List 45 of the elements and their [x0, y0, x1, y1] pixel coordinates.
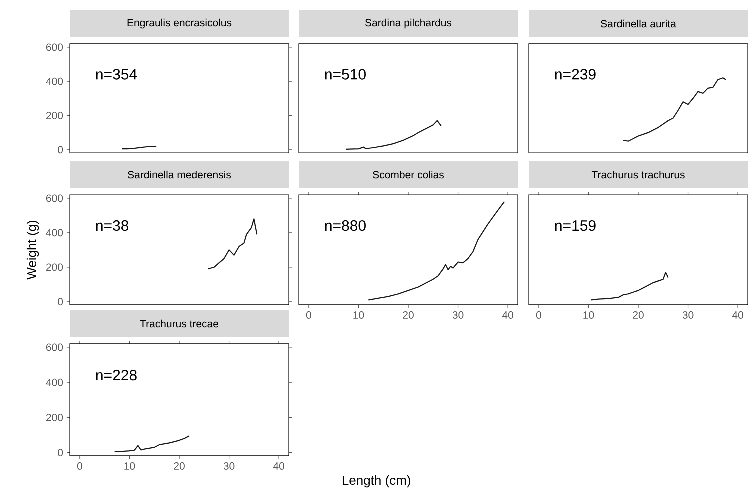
x-tick-label: 0	[306, 312, 312, 319]
x-tick-label: 0	[77, 462, 82, 470]
line-series	[208, 218, 258, 270]
y-tick-label: 200	[46, 264, 64, 272]
x-tick-label: 30	[452, 312, 464, 319]
annotation: n=880	[325, 220, 366, 232]
x-tick-label: 20	[633, 312, 644, 319]
y-tick-label: 600	[46, 44, 64, 52]
y-tick-label: 200	[46, 414, 64, 422]
chart-title: Sardina pilchardus	[365, 18, 452, 29]
chart-title: Trachurus trecae	[140, 320, 219, 328]
annotation: n=228	[96, 370, 137, 381]
x-axis-title: Length (cm)	[342, 476, 410, 488]
x-tick-label: 40	[502, 312, 514, 319]
x-tick-label: 40	[273, 462, 284, 470]
chart-title: Sardinella mederensis	[128, 170, 232, 179]
annotation: n=354	[96, 69, 138, 80]
x-tick-label: 20	[174, 462, 185, 470]
x-tick-label: 10	[354, 312, 364, 319]
x-tick-label: 0	[536, 312, 542, 319]
x-tick-label: 30	[224, 462, 235, 470]
x-tick-label: 30	[682, 312, 694, 319]
y-tick-label: 400	[46, 229, 64, 237]
x-tick-label: 20	[403, 312, 414, 319]
chart-title: Engraulis encrasicolus	[128, 18, 232, 29]
x-tick-label: 10	[124, 462, 136, 470]
y-tick-label: 0	[58, 449, 64, 457]
y-axis-title: Weight (g)	[26, 220, 40, 280]
x-tick-label: 10	[584, 312, 594, 319]
y-tick-label: 600	[46, 344, 64, 352]
annotation: n=38	[96, 220, 129, 232]
y-tick-label: 400	[46, 378, 64, 386]
y-tick-label: 0	[58, 298, 64, 306]
chart-title: Sardinella aurita	[601, 20, 676, 28]
y-tick-label: 0	[58, 146, 64, 154]
annotation: n=239	[555, 69, 596, 80]
annotation: n=510	[325, 69, 366, 80]
y-tick-label: 400	[46, 78, 64, 86]
annotation: n=159	[555, 220, 596, 232]
y-tick-label: 200	[46, 112, 64, 120]
chart-title: Scomber colias	[373, 170, 444, 179]
x-tick-label: 40	[732, 312, 744, 319]
chart-title: Trachurus trachurus	[592, 170, 685, 179]
line-series	[114, 436, 190, 452]
y-tick-label: 600	[46, 194, 64, 202]
